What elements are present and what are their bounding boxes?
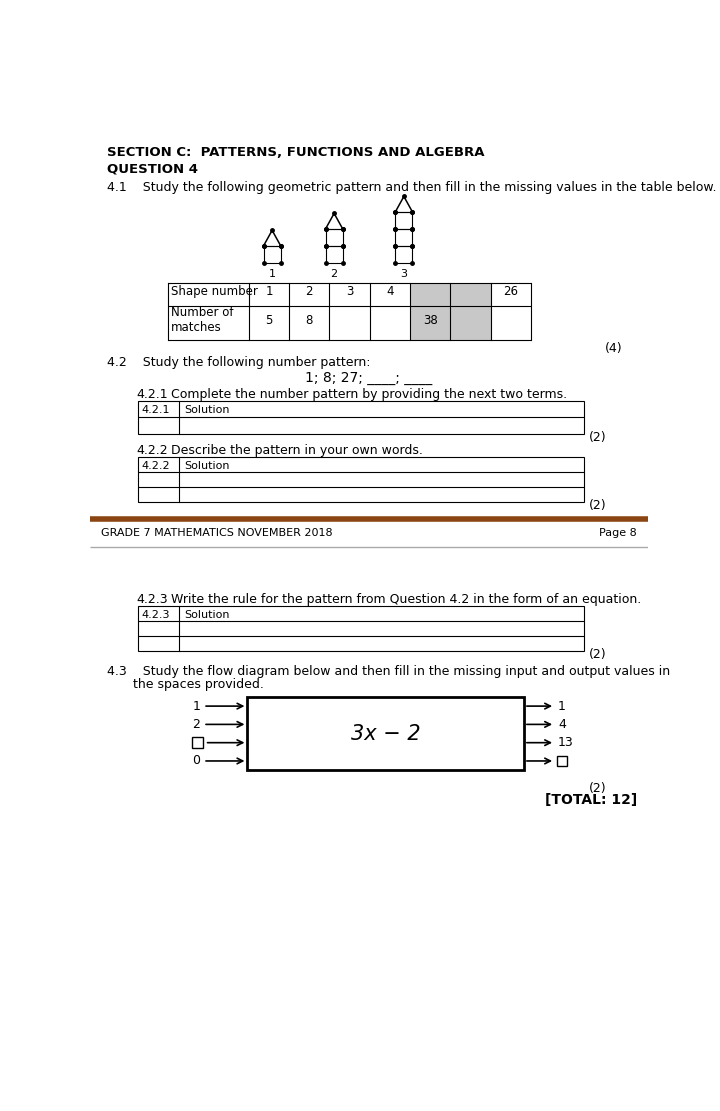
Bar [192,738,203,748]
Text: 38: 38 [423,313,438,327]
Text: SECTION C:  PATTERNS, FUNCTIONS AND ALGEBRA: SECTION C: PATTERNS, FUNCTIONS AND ALGEB… [107,146,485,159]
Text: 4: 4 [558,718,566,731]
Text: Solution: Solution [184,461,230,471]
Text: Complete the number pattern by providing the next two terms.: Complete the number pattern by providing… [171,388,567,401]
Text: (2): (2) [589,648,607,661]
Text: Solution: Solution [184,406,230,416]
Text: 4.3    Study the flow diagram below and then fill in the missing input and outpu: 4.3 Study the flow diagram below and the… [107,664,670,678]
Text: 13: 13 [558,737,574,749]
Bar [557,755,567,767]
Text: GRADE 7 MATHEMATICS NOVEMBER 2018: GRADE 7 MATHEMATICS NOVEMBER 2018 [101,529,333,539]
Text: 4.2.1: 4.2.1 [142,406,171,416]
Text: 1: 1 [192,700,200,712]
Text: 3: 3 [346,284,354,298]
Text: Write the rule for the pattern from Question 4.2 in the form of an equation.: Write the rule for the pattern from Ques… [171,593,642,605]
Text: 0: 0 [192,754,200,768]
Text: 1: 1 [265,284,273,298]
Text: (4): (4) [605,342,622,356]
Text: [TOTAL: 12]: [TOTAL: 12] [545,793,637,808]
Text: 4.2    Study the following number pattern:: 4.2 Study the following number pattern: [107,356,371,369]
Bar [138,401,585,433]
Text: 2: 2 [192,718,200,731]
Text: Number of
matches: Number of matches [171,306,234,334]
Text: 2: 2 [330,269,338,279]
Text: (2): (2) [589,499,607,512]
Text: 4.2.1: 4.2.1 [137,388,168,401]
Text: 5: 5 [266,313,273,327]
Text: the spaces provided.: the spaces provided. [133,678,264,691]
Text: 3x − 2: 3x − 2 [351,723,420,743]
Text: (2): (2) [589,782,607,795]
Bar [451,282,490,340]
Text: 4: 4 [386,284,394,298]
Text: QUESTION 4: QUESTION 4 [107,162,198,176]
Text: 4.2.2: 4.2.2 [137,444,168,458]
Text: 8: 8 [305,313,313,327]
Text: 1; 8; 27; ____; ____: 1; 8; 27; ____; ____ [305,371,433,386]
Text: 4.2.3: 4.2.3 [137,593,168,605]
Text: 26: 26 [503,284,518,298]
Text: Describe the pattern in your own words.: Describe the pattern in your own words. [171,444,423,458]
Bar [138,458,585,502]
Text: 3: 3 [400,269,408,279]
Text: Shape number: Shape number [171,284,258,298]
Text: Page 8: Page 8 [599,529,637,539]
Text: 1: 1 [558,700,566,712]
Text: 4.2.2: 4.2.2 [142,461,171,471]
Bar [410,282,451,340]
Text: 4.2.3: 4.2.3 [142,610,171,620]
Bar [138,607,585,651]
Text: 2: 2 [305,284,313,298]
Text: 4.1    Study the following geometric pattern and then fill in the missing values: 4.1 Study the following geometric patter… [107,181,716,194]
Text: 1: 1 [269,269,276,279]
Text: (2): (2) [589,431,607,443]
Bar [248,697,524,770]
Text: Solution: Solution [184,610,230,620]
